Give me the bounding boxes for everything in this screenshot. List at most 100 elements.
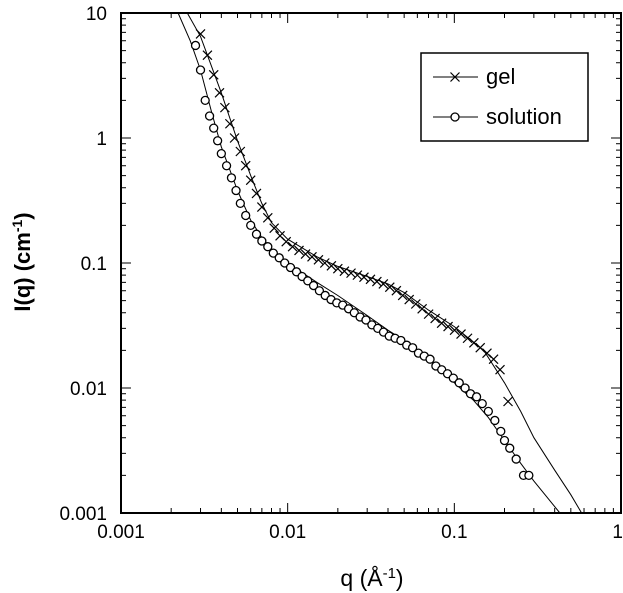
x-marker-stroke: [326, 260, 337, 271]
data-point-solution: [471, 392, 482, 402]
data-point-gel: [208, 69, 219, 80]
legend-label-gel: gel: [486, 64, 515, 89]
x-marker-stroke: [339, 266, 350, 277]
data-point-solution: [221, 161, 232, 171]
data-point-solution: [460, 383, 470, 393]
x-marker-stroke: [482, 348, 492, 359]
legend-item-gel: gel: [433, 64, 515, 89]
x-marker-stroke: [346, 268, 356, 279]
data-point-solution: [268, 248, 278, 258]
data-point-solution: [490, 415, 500, 426]
legend-marker-solution: [450, 112, 460, 122]
data-point-gel: [287, 241, 298, 252]
data-point-gel: [224, 118, 235, 129]
data-point-gel: [240, 160, 251, 171]
data-point-gel: [468, 337, 479, 348]
data-point-gel: [229, 133, 240, 143]
data-point-solution: [251, 229, 262, 239]
y-tick-label: 0.1: [81, 254, 107, 275]
x-marker-stroke: [443, 321, 453, 332]
x-marker-stroke: [410, 299, 421, 309]
data-point-solution: [257, 236, 267, 246]
x-marker-stroke: [436, 318, 447, 329]
data-point-gel: [256, 202, 267, 213]
data-point-gel: [404, 294, 415, 305]
data-point-gel: [326, 260, 337, 271]
x-marker-stroke: [281, 236, 292, 247]
data-point-solution: [226, 173, 237, 183]
x-marker-stroke: [275, 230, 285, 241]
x-marker-stroke: [365, 274, 376, 285]
data-point-gel: [245, 175, 256, 186]
data-point-gel: [430, 313, 441, 324]
data-point-solution: [524, 470, 534, 481]
data-point-gel: [462, 333, 473, 344]
data-point-solution: [216, 148, 226, 159]
x-marker-stroke: [219, 102, 230, 113]
data-point-solution: [511, 454, 521, 464]
x-marker-stroke: [495, 364, 505, 375]
x-marker-stroke: [391, 285, 402, 296]
x-marker-stroke: [224, 118, 235, 129]
x-marker-stroke: [332, 263, 343, 274]
data-point-gel: [195, 29, 206, 39]
tick-labels: 0.001 0.01 0.1 1 0.001 0.01 0.1 1 10: [59, 4, 623, 543]
data-point-solution: [246, 220, 256, 231]
x-marker-stroke: [423, 309, 434, 320]
x-marker-stroke: [245, 175, 256, 186]
x-marker-stroke: [313, 254, 324, 265]
data-point-gel: [488, 354, 499, 365]
data-point-solution: [235, 198, 245, 209]
x-marker-stroke: [235, 146, 246, 157]
data-point-solution: [263, 242, 273, 252]
data-point-gel: [332, 263, 343, 274]
x-marker-stroke: [251, 188, 262, 199]
legend-marker-gel: [450, 72, 460, 82]
data-point-gel: [397, 290, 408, 301]
x-marker-stroke: [417, 303, 428, 314]
y-axis-label: I(q) (cm-1): [9, 212, 35, 311]
data-point-gel: [313, 254, 324, 265]
axis-ticks: [120, 13, 621, 514]
x-marker-stroke: [269, 223, 280, 234]
data-point-solution: [190, 40, 201, 51]
data-point-gel: [300, 249, 311, 259]
y-tick-label: 0.01: [70, 379, 107, 400]
data-point-gel: [307, 251, 317, 262]
plot-area: [120, 12, 622, 514]
data-point-solution: [477, 398, 487, 409]
x-marker-stroke: [404, 294, 415, 305]
x-marker-stroke: [384, 282, 395, 293]
x-marker-stroke: [449, 325, 460, 336]
x-tick-label: 0.01: [269, 522, 306, 543]
data-point-gel: [449, 325, 460, 336]
x-marker-stroke: [488, 354, 499, 365]
y-tick-label: 0.001: [59, 504, 107, 525]
x-marker-stroke: [214, 87, 225, 98]
data-point-solution: [314, 286, 325, 296]
x-marker-stroke: [430, 313, 441, 324]
data-point-solution: [505, 443, 515, 453]
data-point-solution: [448, 373, 458, 383]
x-marker-stroke: [195, 29, 206, 39]
data-point-gel: [384, 282, 395, 293]
x-marker-stroke: [352, 270, 363, 281]
series-gel: [195, 29, 513, 407]
x-marker-stroke: [229, 133, 240, 143]
x-marker-stroke: [262, 212, 273, 223]
legend-label-solution: solution: [486, 104, 562, 129]
x-marker-stroke: [371, 276, 382, 287]
x-marker-stroke: [456, 329, 466, 340]
legend-box: [420, 52, 589, 142]
data-point-gel: [319, 258, 330, 268]
data-point-solution: [241, 210, 251, 221]
x-marker-stroke: [397, 290, 408, 301]
data-point-solution: [303, 276, 313, 286]
data-point-solution: [200, 95, 210, 106]
data-point-gel: [219, 102, 230, 113]
x-marker-stroke: [208, 69, 219, 80]
data-point-gel: [339, 266, 350, 277]
x-marker-stroke: [319, 258, 330, 268]
data-point-solution: [396, 335, 406, 346]
